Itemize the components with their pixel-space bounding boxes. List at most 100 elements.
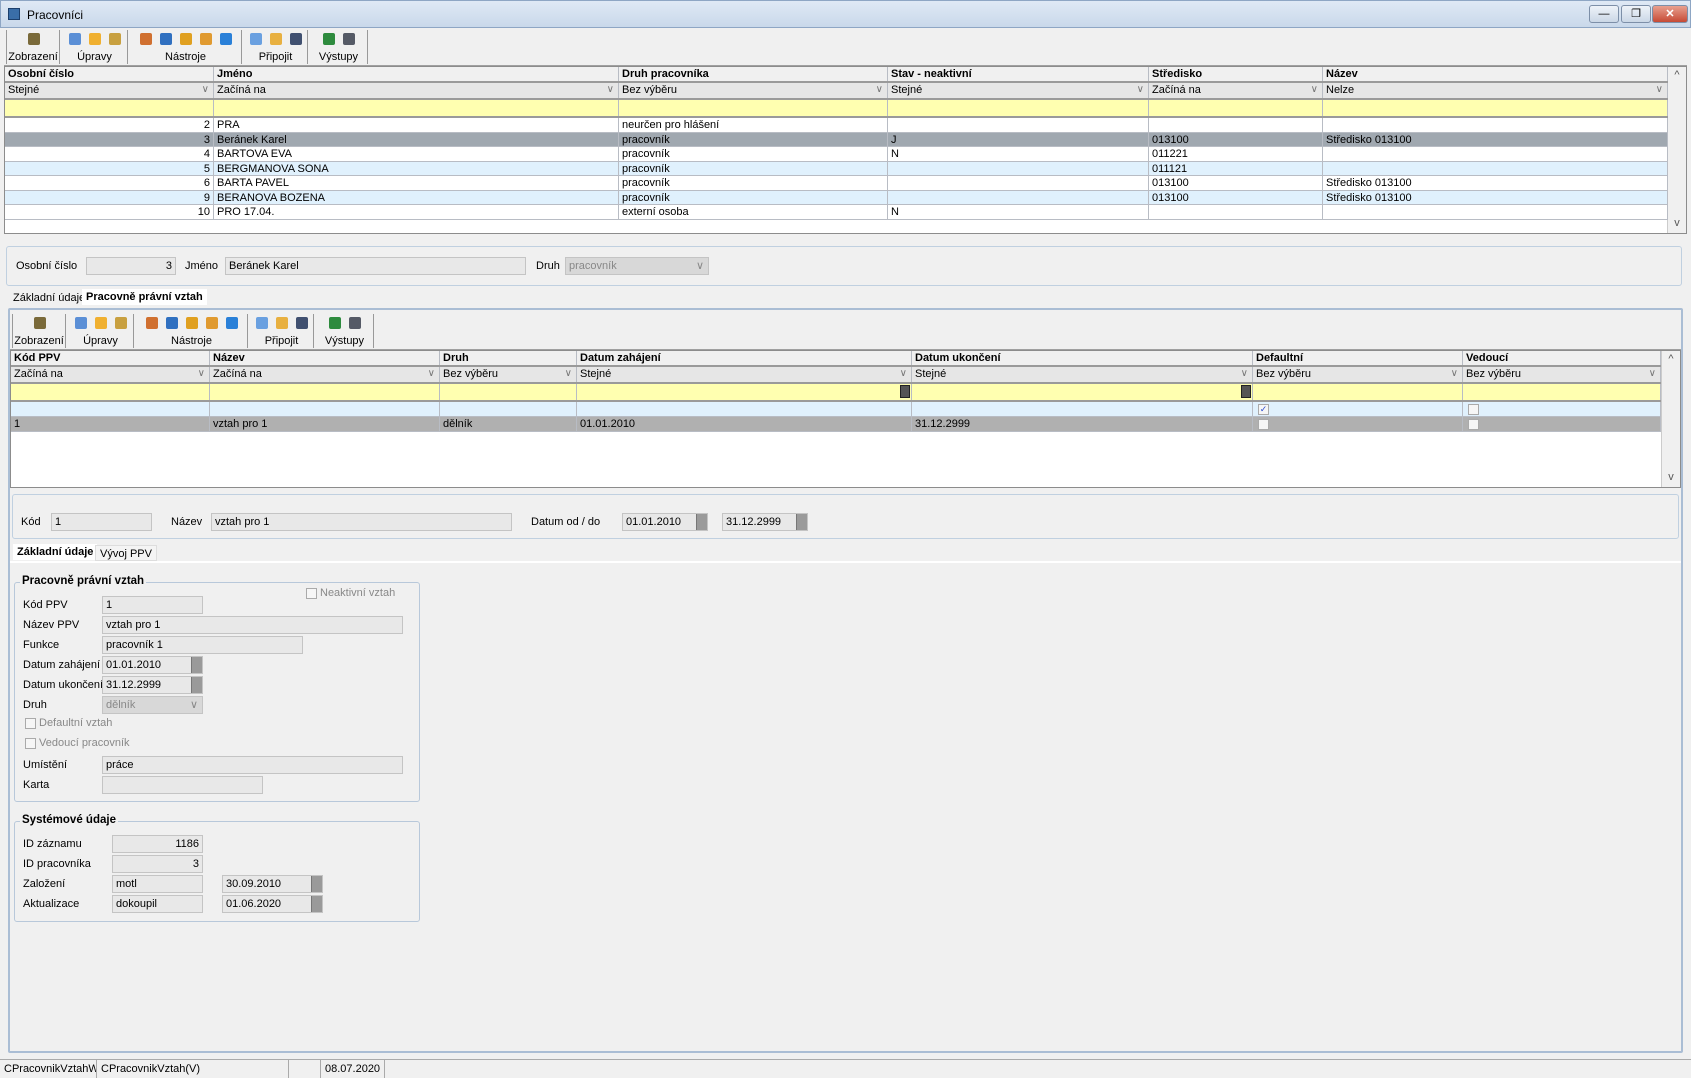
id-zaznamu-field[interactable]: 1186	[112, 835, 203, 853]
attach-note-icon[interactable]	[250, 33, 262, 45]
delete-icon[interactable]	[115, 317, 127, 329]
new-record-icon[interactable]	[75, 317, 87, 329]
umisteni-field[interactable]: práce	[102, 756, 403, 774]
ppv-filter-input-row[interactable]	[11, 384, 1661, 402]
aktualizace-date-field[interactable]: 01.06.2020	[222, 895, 323, 913]
druh-select[interactable]: dělník ∨	[102, 696, 203, 714]
defaultni-checkbox[interactable]	[1258, 419, 1269, 430]
calendar-icon[interactable]	[796, 514, 807, 530]
calendar-icon[interactable]	[696, 514, 707, 530]
chart-icon[interactable]	[200, 33, 212, 45]
new-record-icon[interactable]	[69, 33, 81, 45]
vedouci-checkbox[interactable]	[1468, 419, 1479, 430]
datum-zahajeni-field[interactable]: 01.01.2010	[102, 656, 203, 674]
zalozeni-user-field[interactable]: motl	[112, 875, 203, 893]
ppv-toolbar-group-label[interactable]: Zobrazení	[14, 335, 64, 347]
attach-link-icon[interactable]	[296, 317, 308, 329]
help-icon[interactable]	[220, 33, 232, 45]
table-row[interactable]: 10 PRO 17.04. externí osoba N	[5, 205, 1668, 220]
refresh-icon[interactable]	[180, 33, 192, 45]
columns-icon[interactable]	[146, 317, 158, 329]
ppv-toolbar-group-label[interactable]: Připojit	[264, 335, 299, 347]
table-row[interactable]: 2 PRA neurčen pro hlášení	[5, 118, 1668, 133]
filter-input[interactable]	[210, 384, 440, 400]
filter-input[interactable]	[440, 384, 577, 400]
ppv-toolbar-group-label[interactable]: Nástroje	[171, 335, 212, 347]
ppv-toolbar-group-label[interactable]: Úpravy	[83, 335, 118, 347]
attach-list-icon[interactable]	[270, 33, 282, 45]
help-icon[interactable]	[226, 317, 238, 329]
table-row[interactable]: 4 BARTOVA EVA pracovník N 011221	[5, 147, 1668, 162]
defaultni-checkbox[interactable]: ✓	[1258, 404, 1269, 415]
filter-select[interactable]: Začíná na	[210, 367, 440, 382]
main-toolbar-group-label[interactable]: Nástroje	[165, 51, 206, 63]
zalozeni-date-field[interactable]: 30.09.2010	[222, 875, 323, 893]
attach-link-icon[interactable]	[290, 33, 302, 45]
filter-select[interactable]: Začíná na	[11, 367, 210, 382]
tab-pracovne-pravni-vztah[interactable]: Pracovně právní vztah	[82, 289, 207, 305]
restore-button[interactable]: ❐	[1621, 5, 1651, 23]
filter-input[interactable]	[1323, 100, 1668, 116]
subtab-zakladni-udaje[interactable]: Základní údaje	[13, 544, 98, 560]
calendar-icon[interactable]	[900, 385, 910, 398]
columns-icon[interactable]	[140, 33, 152, 45]
filter-select[interactable]: Stejné	[888, 83, 1149, 98]
vedouci-pracovnik-checkbox[interactable]	[25, 738, 36, 749]
defaultni-vztah-checkbox[interactable]	[25, 718, 36, 729]
close-button[interactable]: ✕	[1652, 5, 1688, 23]
ppv-table-header[interactable]: Kód PPV Název Druh Datum zahájení Datum ukon…	[11, 351, 1661, 367]
calendar-icon[interactable]	[311, 876, 322, 892]
calendar-icon[interactable]	[191, 657, 202, 673]
table-header[interactable]: Osobní číslo Jméno Druh pracovníka Stav - n…	[5, 67, 1668, 83]
table-row[interactable]: 5 BERGMANOVA SONA pracovník 011121	[5, 161, 1668, 176]
calendar-icon[interactable]	[1241, 385, 1251, 398]
jmeno-field[interactable]: Beránek Karel	[225, 257, 526, 275]
filter-select[interactable]: Začíná na	[214, 83, 619, 98]
filter-select[interactable]: Bez výběru	[440, 367, 577, 382]
filter-select[interactable]: Bez výběru	[619, 83, 888, 98]
nazev-ppv-field[interactable]: vztah pro 1	[102, 616, 403, 634]
filter-select[interactable]: Stejné	[912, 367, 1253, 382]
main-toolbar-group-label[interactable]: Připojit	[258, 51, 293, 63]
filter-input[interactable]	[619, 100, 888, 116]
druh-select[interactable]: pracovník ∨	[565, 257, 709, 275]
filter-select[interactable]: Stejné	[577, 367, 912, 382]
filter-input[interactable]	[912, 384, 1253, 400]
excel-icon[interactable]	[323, 33, 335, 45]
filter-row[interactable]: StejnéZačíná naBez výběruStejnéZačíná na…	[5, 83, 1668, 100]
ppv-new-row[interactable]: ✓	[11, 402, 1661, 417]
filter-input[interactable]	[1149, 100, 1323, 116]
filter-input[interactable]	[888, 100, 1149, 116]
display-icon[interactable]	[34, 317, 46, 329]
filter-select[interactable]: Stejné	[5, 83, 214, 98]
attach-note-icon[interactable]	[256, 317, 268, 329]
filter-select[interactable]: Začíná na	[1149, 83, 1323, 98]
table-row[interactable]: 6 BARTA PAVEL pracovník 013100 Středisko 013…	[5, 176, 1668, 191]
tab-zakladni-udaje[interactable]: Základní údaje	[13, 292, 86, 304]
filter-input[interactable]	[11, 384, 210, 400]
display-icon[interactable]	[28, 33, 40, 45]
filter-select[interactable]: Bez výběru	[1253, 367, 1463, 382]
kod-ppv-field[interactable]: 1	[102, 596, 203, 614]
chart-icon[interactable]	[206, 317, 218, 329]
ppv-filter-row[interactable]: Začíná naZačíná naBez výběruStejnéStejné…	[11, 367, 1661, 384]
ppv-toolbar-group-label[interactable]: Výstupy	[324, 335, 365, 347]
excel-icon[interactable]	[329, 317, 341, 329]
kod-field[interactable]: 1	[51, 513, 152, 531]
filter-select[interactable]: Nelze	[1323, 83, 1668, 98]
edit-record-icon[interactable]	[89, 33, 101, 45]
datum-od-field[interactable]: 01.01.2010	[622, 513, 708, 531]
main-toolbar-group-label[interactable]: Zobrazení	[8, 51, 58, 63]
vedouci-checkbox[interactable]	[1468, 404, 1479, 415]
edit-record-icon[interactable]	[95, 317, 107, 329]
print-icon[interactable]	[343, 33, 355, 45]
aktualizace-user-field[interactable]: dokoupil	[112, 895, 203, 913]
id-pracovnika-field[interactable]: 3	[112, 855, 203, 873]
delete-icon[interactable]	[109, 33, 121, 45]
refresh-icon[interactable]	[186, 317, 198, 329]
osobni-cislo-field[interactable]: 3	[86, 257, 176, 275]
filter-input[interactable]	[5, 100, 214, 116]
employees-table-scrollbar[interactable]: ^ v	[1667, 67, 1686, 233]
filter-input[interactable]	[1463, 384, 1661, 400]
ppv-table-row[interactable]: 1 vztah pro 1 dělník 01.01.2010 31.12.2999	[11, 417, 1661, 432]
